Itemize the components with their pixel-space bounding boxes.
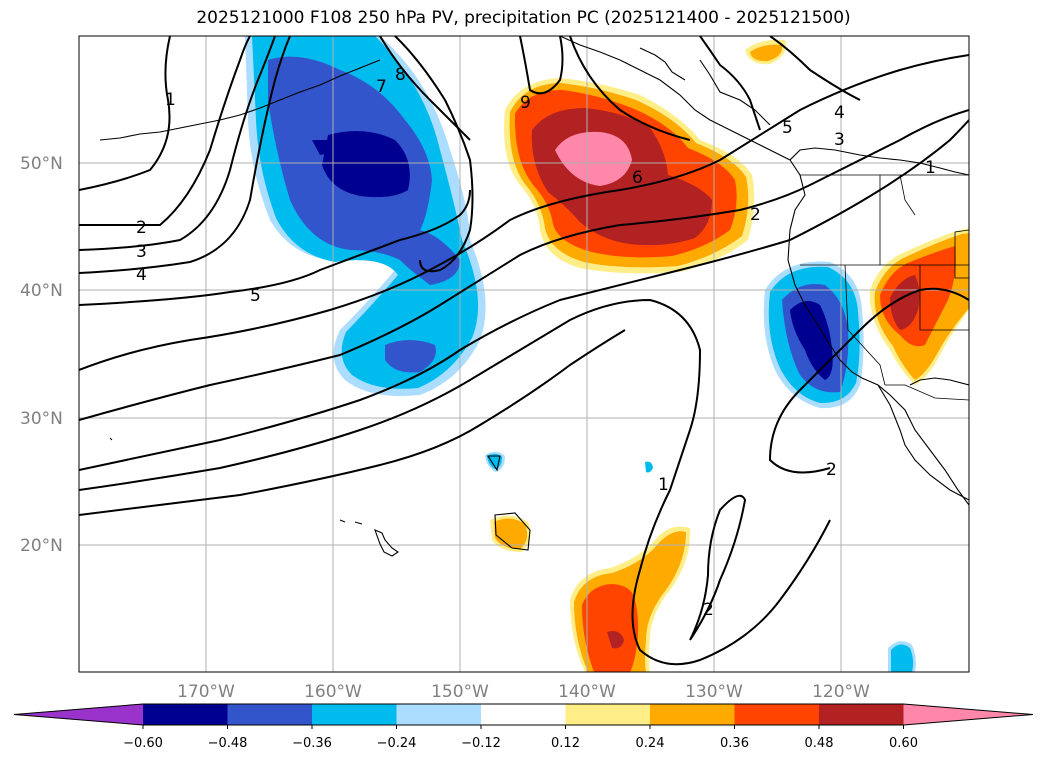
contour-label-1-east: 1 — [925, 158, 936, 178]
longitude-labels: 170°W 160°W 150°W 140°W 130°W 120°W — [177, 682, 870, 702]
contour-label-2-east: 2 — [826, 460, 837, 480]
lon-label-140w: 140°W — [558, 682, 616, 702]
contour-label-4-west: 4 — [136, 265, 147, 285]
lon-label-130w: 130°W — [685, 682, 743, 702]
precip-positive-south — [490, 39, 786, 672]
precip-positive-northeast-pacific — [504, 78, 755, 274]
colorbar-tick-label: 0.12 — [551, 736, 580, 751]
contour-label-2-central: 2 — [750, 205, 761, 225]
pv-contour-labels: 1 2 3 4 5 6 2 9 7 8 5 4 3 1 1 2 2 — [136, 65, 936, 620]
colorbar-extend-max — [903, 704, 1033, 725]
precip-positive-west-us — [869, 228, 969, 385]
contour-label-6-central: 6 — [632, 168, 643, 188]
lat-label-40n: 40°N — [20, 281, 63, 301]
lat-label-20n: 20°N — [20, 536, 63, 556]
pv-contours — [79, 36, 969, 666]
contour-label-2-west: 2 — [136, 218, 147, 238]
contour-label-9-north: 9 — [520, 93, 531, 113]
colorbar: −0.60 −0.48 −0.36 −0.24 −0.12 0.12 0.24 0.36 0.4… — [13, 703, 1034, 751]
contour-label-4-east: 4 — [834, 103, 845, 123]
contour-label-1-south: 1 — [658, 475, 669, 495]
colorbar-tick-label: 0.36 — [720, 736, 749, 751]
lat-label-30n: 30°N — [20, 409, 63, 429]
colorbar-segment — [734, 704, 820, 725]
colorbar-segment — [396, 704, 482, 725]
chart-title: 2025121000 F108 250 hPa PV, precipitatio… — [196, 8, 851, 28]
colorbar-tick-label: −0.60 — [123, 736, 163, 751]
lat-label-50n: 50°N — [20, 154, 63, 174]
colorbar-tick-label: 0.48 — [805, 736, 834, 751]
political-borders — [800, 174, 969, 401]
contour-label-7-north: 7 — [376, 77, 387, 97]
colorbar-segment — [650, 704, 735, 725]
map-frame — [78, 35, 970, 673]
colorbar-tick-label: 0.60 — [889, 736, 918, 751]
contour-label-8-north: 8 — [395, 65, 406, 85]
precip-negative-north-pacific — [245, 36, 486, 396]
colorbar-tick-label: −0.36 — [292, 736, 332, 751]
colorbar-tick-label: −0.48 — [208, 736, 248, 751]
colorbar-tick-label: −0.24 — [377, 736, 417, 751]
contour-label-2-south: 2 — [703, 600, 714, 620]
coastlines — [99, 36, 969, 557]
graticule — [79, 36, 969, 672]
contour-label-3-east: 3 — [834, 130, 845, 150]
colorbar-extend-min — [14, 704, 143, 725]
map-content: 1 2 3 4 5 6 2 9 7 8 5 4 3 1 1 2 2 — [79, 36, 969, 672]
colorbar-segment — [481, 704, 566, 725]
precip-negative-california — [763, 261, 864, 409]
colorbar-segment — [819, 704, 904, 725]
colorbar-segment — [312, 704, 397, 725]
lon-label-150w: 150°W — [431, 682, 489, 702]
colorbar-segment — [565, 704, 651, 725]
lon-label-160w: 160°W — [304, 682, 362, 702]
contour-label-5-west: 5 — [250, 286, 261, 306]
colorbar-tick-label: −0.12 — [461, 736, 501, 751]
contour-label-5-east: 5 — [782, 118, 793, 138]
latitude-labels: 50°N 40°N 30°N 20°N — [20, 154, 63, 556]
contour-label-1-nw: 1 — [165, 90, 176, 110]
contour-label-3-west: 3 — [136, 242, 147, 262]
colorbar-tick-label: 0.24 — [636, 736, 665, 751]
colorbar-segment — [227, 704, 313, 725]
lon-label-170w: 170°W — [177, 682, 235, 702]
colorbar-segment — [143, 704, 228, 725]
lon-label-120w: 120°W — [812, 682, 870, 702]
